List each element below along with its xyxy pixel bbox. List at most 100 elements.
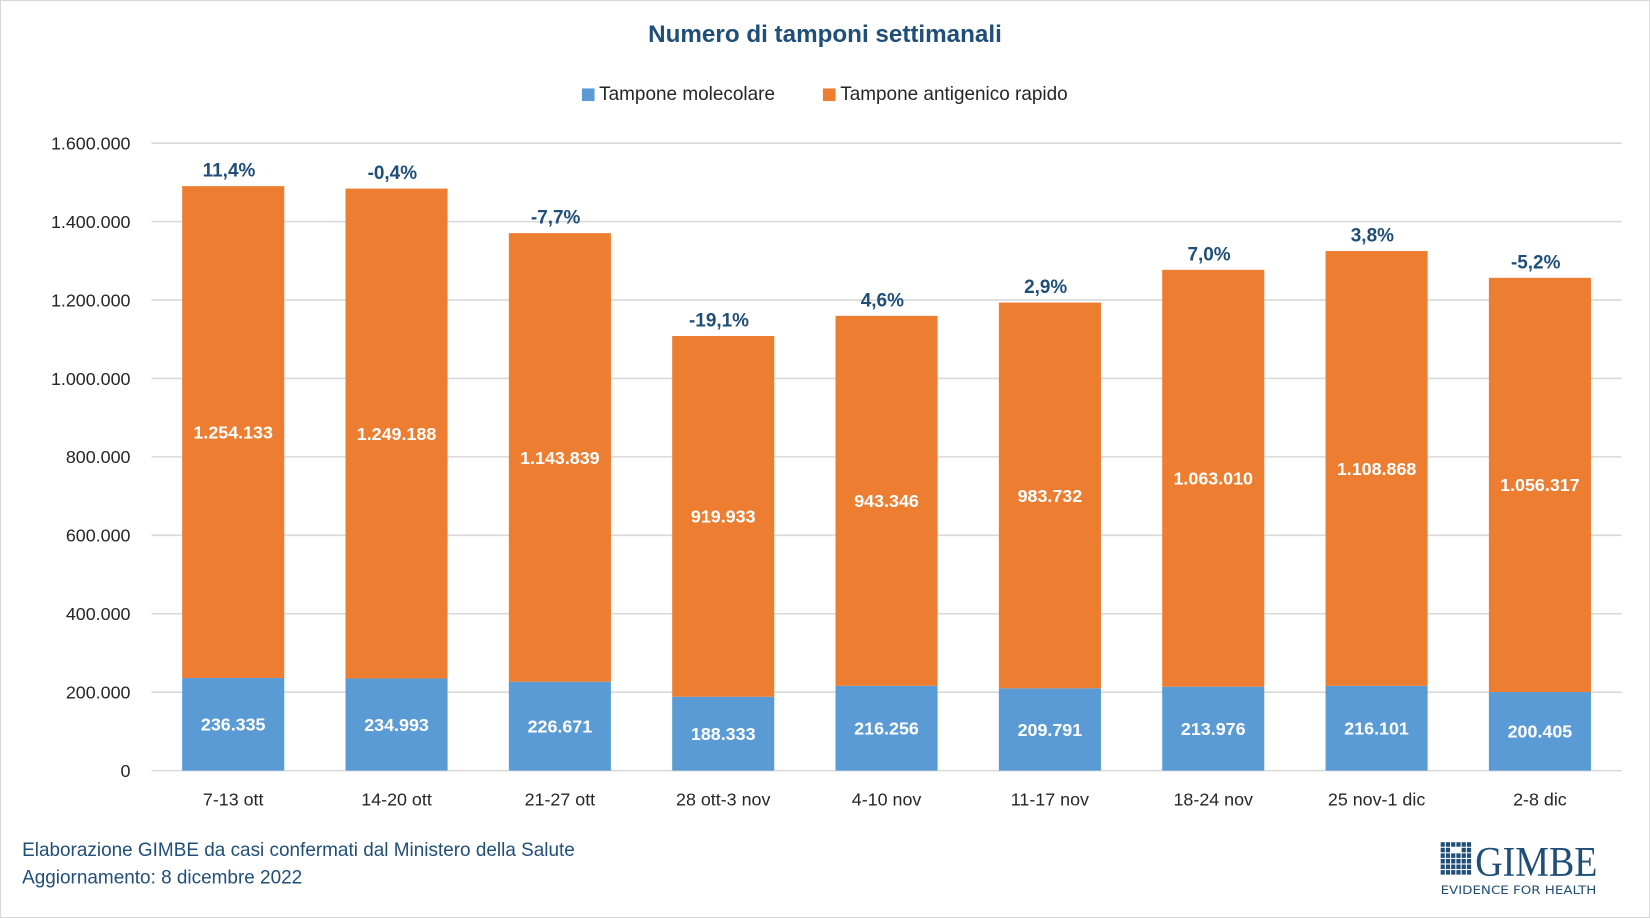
data-label: 1.056.317 [1500, 475, 1580, 495]
logo-grid-cell [1451, 847, 1456, 853]
data-label: 209.791 [1018, 720, 1083, 740]
x-tick-label: 7-13 ott [203, 789, 264, 809]
logo-grid-cell [1456, 858, 1461, 864]
data-label: 919.933 [691, 507, 756, 527]
legend: Tampone molecolare Tampone antigenico ra… [1, 83, 1649, 105]
logo-grid-cell [1445, 870, 1451, 875]
bar-antigenico [835, 315, 938, 686]
bar-antigenico [998, 302, 1101, 689]
logo-wordmark: GIMBE [1475, 840, 1597, 886]
bar-antigenico [1325, 251, 1428, 686]
x-tick-label: 25 nov-1 dic [1328, 789, 1425, 809]
data-label: 216.101 [1344, 719, 1409, 739]
y-tick-label: 600.000 [66, 526, 131, 546]
data-label: 216.256 [854, 719, 919, 739]
data-label: 1.254.133 [193, 422, 273, 442]
logo-grid-cell [1466, 853, 1472, 858]
data-label: 200.405 [1508, 722, 1573, 742]
legend-item-antigenico: Tampone antigenico rapido [823, 83, 1068, 105]
data-label: 1.143.839 [520, 448, 600, 468]
footer-source: Elaborazione GIMBE da casi confermati da… [22, 839, 575, 861]
change-label: 11,4% [203, 161, 256, 182]
legend-swatch-antigenico [823, 87, 837, 101]
bar-molecolare [1325, 685, 1428, 771]
data-label: 1.249.188 [357, 424, 437, 444]
logo-grid-cell [1456, 864, 1461, 870]
change-label: 3,8% [1351, 226, 1394, 247]
logo-grid-cell [1466, 858, 1472, 864]
data-label: 943.346 [854, 491, 919, 511]
legend-label: Tampone antigenico rapido [840, 83, 1068, 105]
data-label: 1.108.868 [1337, 459, 1417, 479]
bar-antigenico [672, 336, 775, 697]
y-tick-label: 800.000 [66, 447, 131, 467]
logo-grid-cell [1461, 842, 1466, 847]
logo-grid-cell [1456, 853, 1461, 858]
bar-antigenico [1488, 277, 1591, 693]
x-tick-label: 4-10 nov [852, 789, 922, 809]
bar-molecolare [1162, 686, 1265, 771]
y-tick-label: 1.600.000 [51, 133, 131, 153]
logo-grid-cell [1445, 847, 1451, 853]
gimbe-logo: GIMBE EVIDENCE FOR HEALTH [1440, 840, 1597, 897]
logo-grid-cell [1456, 842, 1461, 847]
logo-grid-cell [1440, 870, 1445, 875]
logo-grid-cell [1466, 870, 1472, 875]
bar-molecolare [1488, 692, 1591, 771]
y-tick-label: 1.200.000 [51, 290, 131, 310]
y-tick-label: 1.400.000 [51, 212, 131, 232]
y-tick-label: 400.000 [66, 604, 131, 624]
logo-grid-cell [1461, 847, 1466, 853]
x-tick-label: 28 ott-3 nov [676, 789, 770, 809]
y-tick-label: 1.000.000 [51, 369, 131, 389]
bar-antigenico [1162, 269, 1265, 687]
logo-grid-cell [1456, 870, 1461, 875]
bar-molecolare [672, 696, 775, 771]
data-label: 236.335 [201, 715, 266, 735]
data-label: 983.732 [1018, 486, 1083, 506]
logo-grid-cell [1440, 864, 1445, 870]
legend-label: Tampone molecolare [599, 83, 775, 105]
logo-grid-cell [1461, 870, 1466, 875]
logo-grid-cell [1451, 870, 1456, 875]
logo-grid-cell [1466, 842, 1472, 847]
logo-grid-cell [1440, 842, 1445, 847]
logo-grid-cell [1451, 864, 1456, 870]
logo-grid-cell [1466, 847, 1472, 853]
data-label: 188.333 [691, 724, 756, 744]
bar-molecolare [345, 678, 448, 771]
logo-grid-cell [1440, 847, 1445, 853]
logo-grid-cell [1440, 858, 1445, 864]
x-tick-label: 14-20 ott [361, 789, 432, 809]
bar-molecolare [508, 681, 611, 771]
data-label: 213.976 [1181, 719, 1246, 739]
logo-grid-cell [1461, 853, 1466, 858]
data-label: 226.671 [528, 716, 593, 736]
change-label: -5,2% [1511, 252, 1561, 273]
y-tick-label: 200.000 [66, 682, 131, 702]
logo-grid-icon [1440, 842, 1472, 875]
x-tick-label: 11-17 nov [1011, 789, 1089, 809]
bar-molecolare [835, 685, 938, 771]
change-label: -19,1% [689, 311, 749, 332]
x-tick-label: 2-8 dic [1513, 789, 1567, 809]
chart-title: Numero di tamponi settimanali [648, 20, 1002, 48]
logo-grid-cell [1445, 853, 1451, 858]
y-tick-label: 0 [121, 761, 131, 781]
bar-molecolare [182, 677, 285, 771]
logo-grid-cell [1461, 858, 1466, 864]
bar-antigenico [508, 233, 611, 682]
bar-molecolare [998, 688, 1101, 771]
x-tick-label: 21-27 ott [525, 789, 596, 809]
legend-item-molecolare: Tampone molecolare [582, 83, 775, 105]
logo-grid-cell [1461, 864, 1466, 870]
change-label: -0,4% [368, 163, 418, 184]
footer-updated: Aggiornamento: 8 dicembre 2022 [22, 866, 303, 888]
data-label: 1.063.010 [1173, 469, 1253, 489]
change-label: -7,7% [531, 208, 581, 229]
logo-grid-cell [1440, 853, 1445, 858]
logo-grid-cell [1445, 842, 1451, 847]
logo-grid-cell [1445, 864, 1451, 870]
logo-grid-cell [1445, 858, 1451, 864]
